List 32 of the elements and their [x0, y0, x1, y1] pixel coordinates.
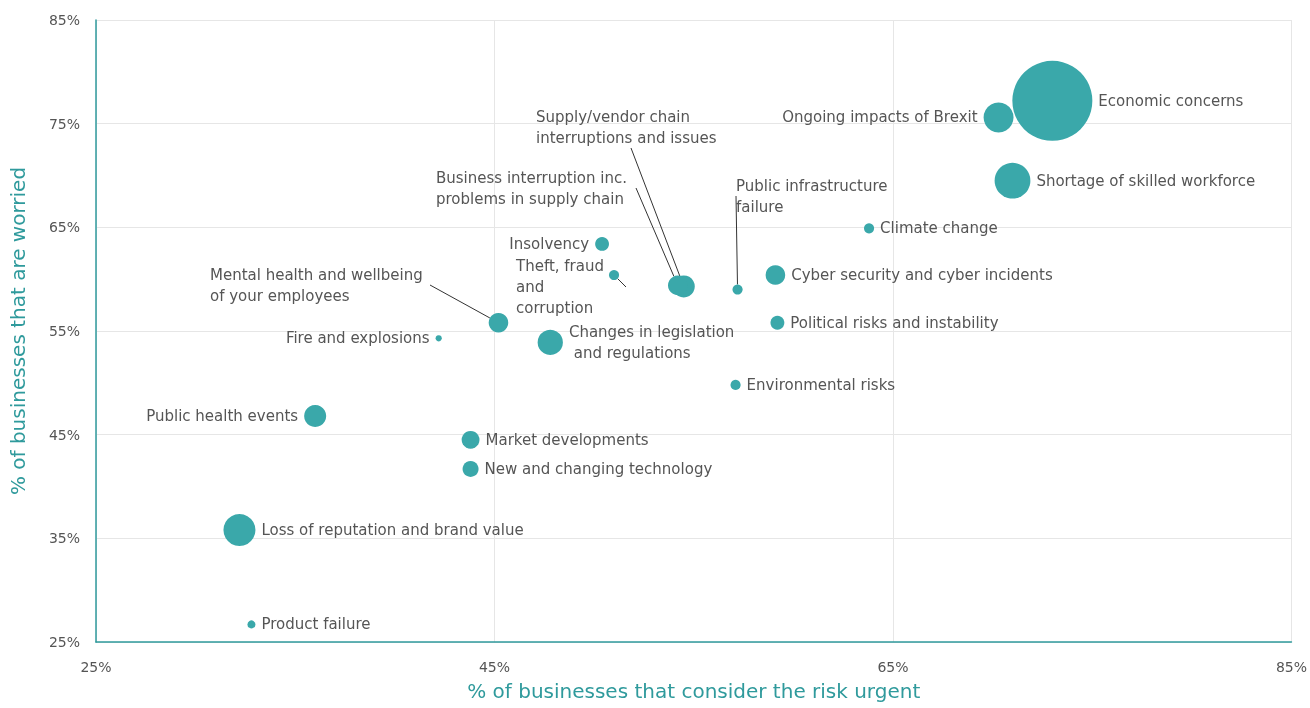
series-label: Insolvency — [509, 234, 590, 253]
series-label: Public health events — [146, 407, 299, 426]
series-label: Theft, fraud and corruption — [515, 257, 609, 317]
series-label: Climate change — [880, 219, 998, 238]
y-tick-label: 65% — [48, 219, 80, 236]
series-label: Product failure — [261, 615, 371, 634]
text: Business interruption inc. problems in supply chain — [436, 168, 632, 208]
y-tick-label: 35% — [48, 530, 80, 547]
x-tick-label: 25% — [80, 659, 112, 675]
series-label: Political risks and instability — [790, 313, 999, 332]
y-tick-label: 55% — [48, 323, 80, 339]
series-label: Economic concerns — [1098, 91, 1244, 110]
series-label: New and changing technology — [484, 459, 713, 478]
series-label: Changes in legislation and regulations — [568, 322, 735, 362]
series-label: Cyber security and cyber incidents — [791, 266, 1053, 285]
x-tick-label: 45% — [478, 659, 511, 675]
series-label: Environmental risks — [746, 375, 896, 394]
y-tick-label: 45% — [48, 426, 80, 443]
y-tick-label: 85% — [48, 12, 80, 28]
y-tick-label: 75% — [48, 115, 80, 132]
series-label: Fire and explosions — [285, 329, 430, 348]
text: Mental health and wellbeing of your employees — [210, 265, 428, 305]
series-label: Loss of reputation and brand value — [261, 521, 524, 540]
x-axis-title: % of businesses that consider the risk urgent — [467, 678, 921, 703]
x-tick-label: 65% — [877, 659, 909, 675]
series-label: Shortage of skilled workforce — [1036, 171, 1256, 190]
y-axis-title: % of businesses that are worried — [6, 166, 30, 496]
series-label: Ongoing impacts of Brexit — [782, 108, 978, 127]
text: Supply/vendor chain interruptions and issues — [536, 107, 717, 147]
y-tick-label: 25% — [48, 634, 80, 650]
x-tick-label: 85% — [1275, 659, 1307, 675]
series-label: Market developments — [485, 430, 649, 449]
